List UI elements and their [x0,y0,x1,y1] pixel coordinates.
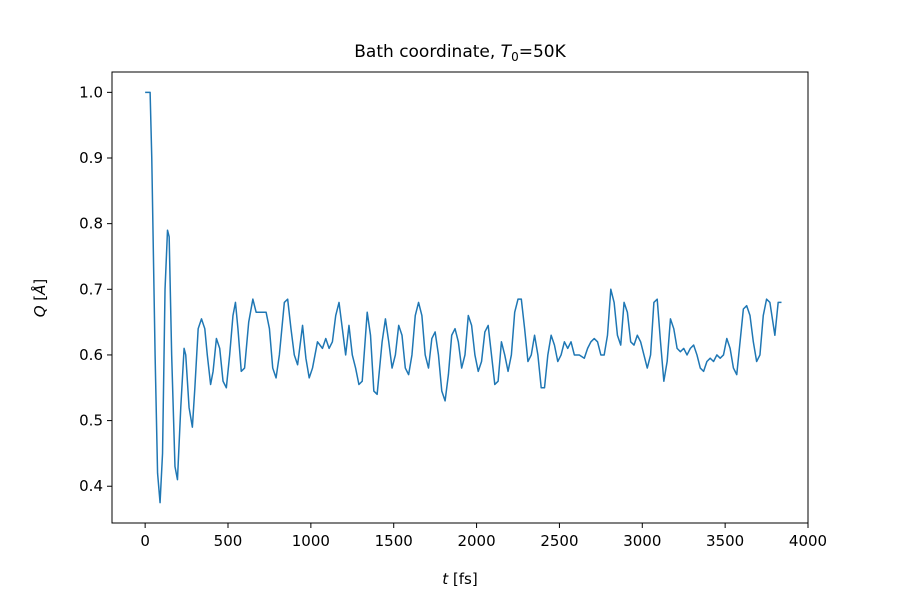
x-tick-label: 1000 [292,532,330,550]
y-tick-label: 0.4 [79,477,103,495]
title-text: =50K [519,42,567,62]
y-tick-label: 0.5 [79,412,103,430]
x-tick-label: 500 [214,532,243,550]
title-text: Bath coordinate, [354,42,500,62]
x-tick-label: 0 [140,532,150,550]
y-tick-label: 0.8 [79,215,103,233]
y-label-unit: Å [30,285,49,296]
y-axis-label: Q [Å] [30,279,49,318]
y-label-symbol: Q [31,305,49,317]
x-tick-label: 1500 [375,532,413,550]
y-tick-label: 1.0 [79,83,103,101]
x-label-symbol: t [442,570,449,588]
x-tick-label: 3500 [706,532,744,550]
x-tick-label: 2000 [457,532,495,550]
x-tick-label: 4000 [789,532,827,550]
title-subscript: 0 [511,50,519,64]
x-axis-label: t [fs] [442,570,477,588]
title-symbol: T [501,42,513,62]
plot-frame [111,71,809,524]
x-label-text: [fs] [448,570,478,588]
chart-title: Bath coordinate, T0=50K [354,42,566,64]
y-tick-label: 0.6 [79,346,103,364]
y-label-text: [ [31,295,49,306]
data-line [145,91,782,504]
y-tick-label: 0.9 [79,149,103,167]
x-tick-label: 3000 [623,532,661,550]
x-tick-label: 2500 [540,532,578,550]
y-label-text: ] [31,279,49,285]
y-tick-label: 0.7 [79,280,103,298]
